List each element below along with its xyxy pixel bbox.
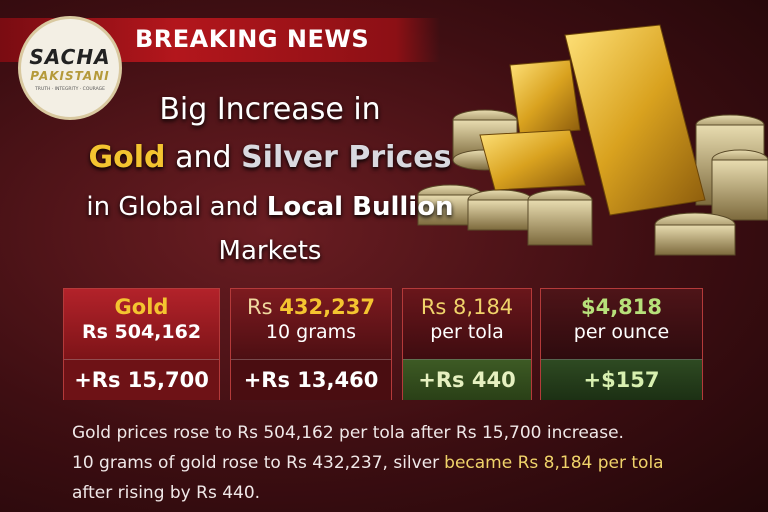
headline-line: Gold and Silver Prices (40, 140, 500, 175)
logo-name: SACHA (29, 45, 111, 69)
body-line: 10 grams of gold rose to Rs 432,237, sil… (72, 453, 664, 473)
card-unit: 10 grams (265, 321, 357, 343)
card-unit: per tola (430, 321, 504, 343)
highlight-gold: Gold (88, 140, 166, 175)
headline-line: Markets (218, 236, 322, 266)
card-title-value: 432,237 (279, 295, 375, 319)
banner-text: BREAKING NEWS (135, 25, 370, 53)
gold-bars-illustration (417, 24, 768, 256)
logo-subname: PAKISTANI (30, 69, 110, 83)
card-price: Rs 504,162 (81, 321, 202, 343)
headline-bold: Local Bullion (266, 192, 454, 222)
logo: SACHA PAKISTANI TRUTH · INTEGRITY · COUR… (18, 16, 122, 120)
headline-text: in Global and (86, 192, 259, 222)
body-line: Gold prices rose to Rs 504,162 per tola … (72, 423, 624, 443)
card-change: +Rs 440 (403, 359, 531, 400)
headline-line: in Global and Local Bullion (40, 192, 500, 222)
body-highlight: became Rs 8,184 per tola (444, 453, 664, 473)
body-line: after rising by Rs 440. (72, 483, 261, 503)
card-title: Gold (114, 295, 169, 319)
price-card: Gold Rs 504,162 +Rs 15,700 (63, 288, 220, 400)
price-card: $4,818 per ounce +$157 (540, 288, 703, 400)
card-change: +Rs 13,460 (231, 359, 391, 400)
logo-tagline: TRUTH · INTEGRITY · COURAGE (35, 87, 105, 92)
card-change: +$157 (541, 359, 702, 400)
card-unit: per ounce (573, 321, 670, 343)
price-card: Rs 8,184 per tola +Rs 440 (402, 288, 532, 400)
card-title: Rs 432,237 (231, 295, 391, 319)
card-title-value: 8,184 (453, 295, 514, 319)
card-title: $4,818 (580, 295, 663, 319)
card-title-unit: Rs (420, 295, 447, 319)
card-title-unit: Rs (247, 295, 273, 319)
headline-line: Big Increase in (159, 92, 381, 127)
card-change: +Rs 15,700 (64, 359, 219, 400)
highlight-silver: Silver Prices (241, 140, 452, 175)
body-text: 10 grams of gold rose to Rs 432,237, sil… (72, 453, 440, 473)
card-title: Rs 8,184 (403, 295, 531, 319)
price-card: Rs 432,237 10 grams +Rs 13,460 (230, 288, 392, 400)
headline-text: and (175, 140, 232, 175)
